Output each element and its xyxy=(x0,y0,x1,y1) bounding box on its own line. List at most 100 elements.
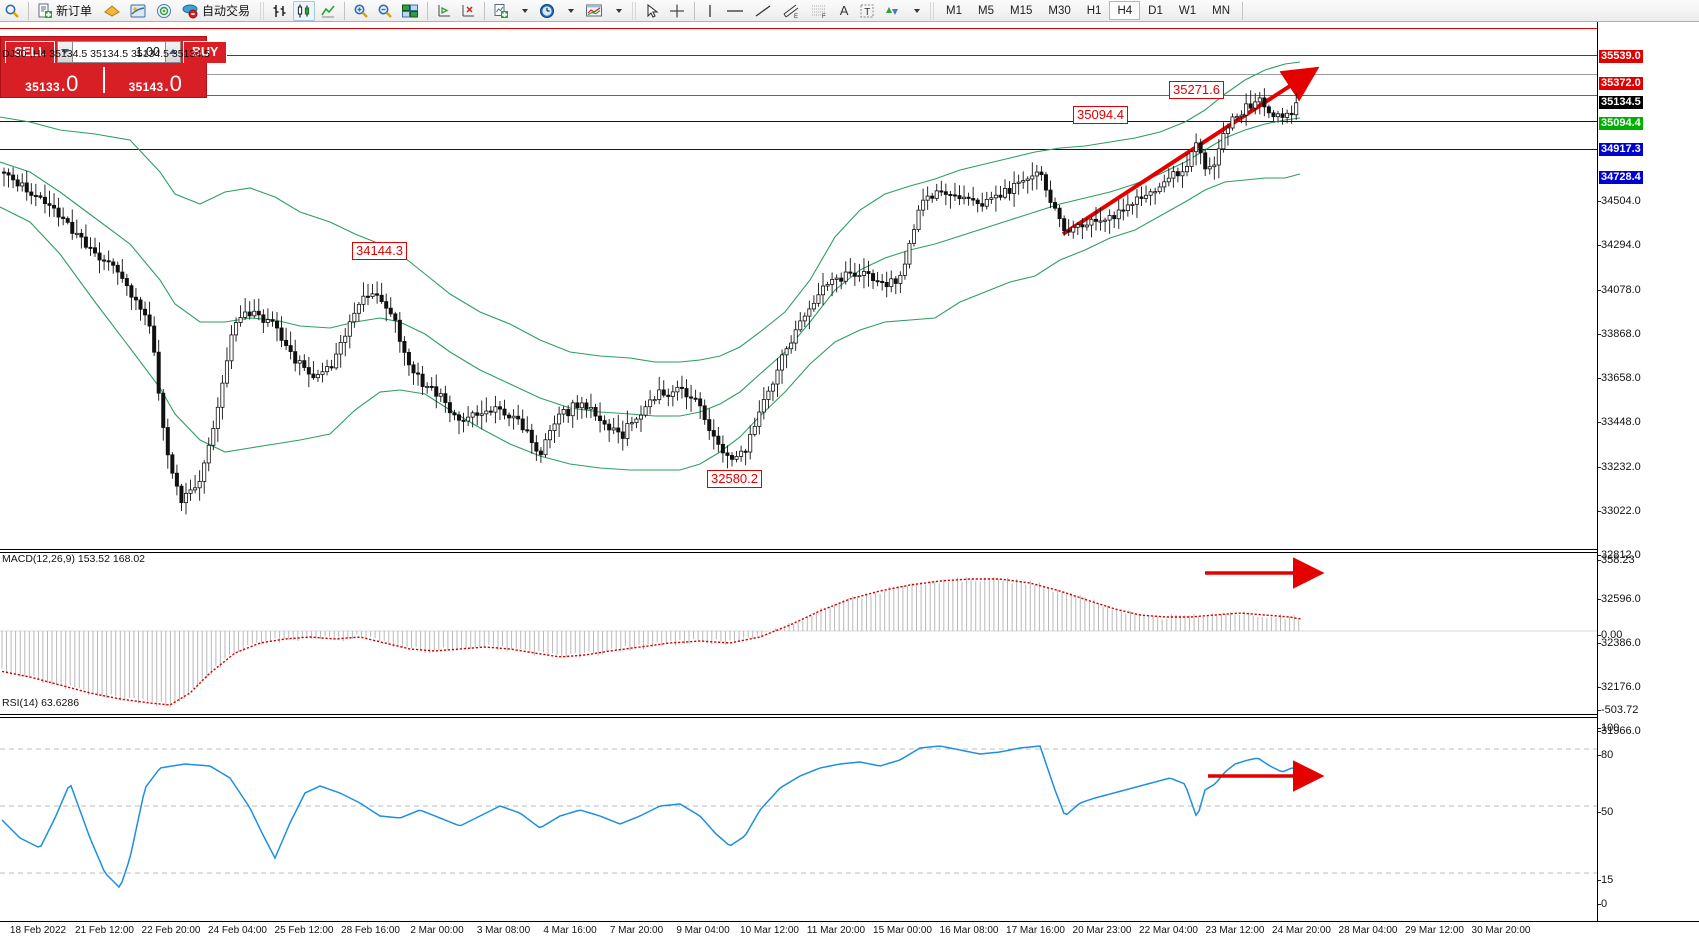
line-chart-icon[interactable] xyxy=(317,1,339,21)
scale-tick-31966-0: 31966.0 xyxy=(1601,725,1641,737)
period-clock-icon[interactable] xyxy=(536,1,558,21)
timeframe-m5[interactable]: M5 xyxy=(978,4,994,17)
price-scale[interactable]: 35539.0 35372.0 35134.5 35094.4 34917.3 34728… xyxy=(1597,22,1699,921)
vertical-line-icon[interactable] xyxy=(700,1,720,21)
zoom-out-icon[interactable] xyxy=(374,1,396,21)
templates-dropdown-caret[interactable] xyxy=(608,1,628,21)
scale-tick-33868-0: 33868.0 xyxy=(1601,328,1641,340)
timeframe-d1[interactable]: D1 xyxy=(1148,4,1163,17)
cursor-icon[interactable] xyxy=(641,1,663,21)
crosshair-icon[interactable] xyxy=(665,1,689,21)
chart-area[interactable]: DJ30-,H4 35134.5 35134.5 35134.5 35134.5 xyxy=(0,22,1699,939)
date-label: 9 Mar 04:00 xyxy=(676,925,730,936)
timeframe-h4[interactable]: H4 xyxy=(1109,1,1141,20)
trade-panel-top: SELL 1.00 BUY xyxy=(1,37,228,63)
candlestick-chart-icon[interactable] xyxy=(293,0,316,21)
timeframe-h1[interactable]: H1 xyxy=(1086,4,1102,17)
timeframe-m30[interactable]: M30 xyxy=(1048,4,1071,17)
scale-tickmark xyxy=(1598,687,1601,688)
pane-separator-2b xyxy=(0,717,1597,718)
main-toolbar: 新订单 自动交易 xyxy=(0,0,1699,22)
date-label: 30 Mar 20:00 xyxy=(1471,925,1531,936)
price-pane[interactable]: 34144.3 32580.2 35094.4 35271.6 xyxy=(0,22,1597,549)
rsi-tickmark xyxy=(1598,812,1601,813)
timeframe-m15[interactable]: M15 xyxy=(1010,4,1033,17)
scale-tickmark xyxy=(1598,467,1601,468)
search-icon[interactable] xyxy=(1,1,23,21)
date-label: 25 Feb 12:00 xyxy=(274,925,334,936)
sell-price[interactable]: 35133 .0 xyxy=(1,63,103,97)
volume-input[interactable]: 1.00 xyxy=(72,40,165,63)
svg-text:E: E xyxy=(794,14,798,19)
zoom-in-icon[interactable] xyxy=(350,1,372,21)
rsi-tickmark xyxy=(1598,728,1601,729)
tag-35134: 35134.5 xyxy=(1599,96,1643,109)
pane-separator-1 xyxy=(0,549,1597,550)
fibonacci-icon[interactable]: F xyxy=(806,1,832,21)
price-chart-svg xyxy=(0,61,1320,471)
templates-icon[interactable] xyxy=(582,1,606,21)
indicator-dropdown-caret[interactable] xyxy=(514,1,534,21)
arrows-dropdown-caret[interactable] xyxy=(906,1,926,21)
new-order-button[interactable]: 新订单 xyxy=(34,1,98,21)
rsi-tickmark xyxy=(1598,904,1601,905)
equidistant-channel-icon[interactable]: E xyxy=(778,1,804,21)
signals-icon[interactable] xyxy=(152,1,176,21)
annot-34144: 34144.3 xyxy=(352,242,407,260)
date-label: 22 Mar 04:00 xyxy=(1139,925,1198,936)
volume-decrease-button[interactable] xyxy=(56,40,73,63)
timeframe-m1[interactable]: M1 xyxy=(946,4,963,17)
toolbar-divider-5 xyxy=(694,1,696,20)
auto-trading-button[interactable]: 自动交易 xyxy=(178,1,256,21)
tile-windows-icon[interactable] xyxy=(398,1,422,21)
trade-panel-prices: 35133 .0 35143 .0 xyxy=(1,63,206,97)
macd-pane[interactable]: MACD(12,26,9) 153.52 168.02 xyxy=(0,553,1597,714)
horizontal-line-icon[interactable] xyxy=(722,1,748,21)
add-indicator-icon[interactable] xyxy=(490,1,512,21)
candlestick-series xyxy=(2,88,1299,515)
svg-text:T: T xyxy=(864,7,870,18)
date-label: 3 Mar 08:00 xyxy=(476,925,531,936)
level-line-35094 xyxy=(0,95,1597,96)
timeframe-mn[interactable]: MN xyxy=(1212,4,1230,17)
bar-chart-icon[interactable] xyxy=(269,1,291,21)
one-click-trade-panel[interactable]: SELL 1.00 BUY 35133 .0 35143 .0 xyxy=(0,36,228,98)
expert-advisor-icon[interactable] xyxy=(100,1,124,21)
arrows-icon[interactable] xyxy=(880,1,904,21)
scale-tick-34504-0: 34504.0 xyxy=(1601,195,1641,207)
scale-tick-32812-0: 32812.0 xyxy=(1601,549,1641,561)
sell-button[interactable]: SELL xyxy=(5,40,55,63)
date-label: 7 Mar 20:00 xyxy=(609,925,664,936)
shift-chart-icon[interactable] xyxy=(433,1,455,21)
timeframe-w1[interactable]: W1 xyxy=(1178,4,1197,17)
toolbar-divider-4 xyxy=(484,1,486,20)
rsi-scale-tick-80: 80 xyxy=(1601,749,1614,761)
toolbar-divider-2 xyxy=(344,1,346,20)
date-label: 11 Mar 20:00 xyxy=(806,925,866,936)
buy-price[interactable]: 35143 .0 xyxy=(105,63,207,97)
toolbar-grip-2[interactable] xyxy=(632,1,638,20)
scale-tickmark xyxy=(1598,378,1601,379)
toolbar-divider-6 xyxy=(1242,1,1243,20)
period-dropdown-caret[interactable] xyxy=(560,1,580,21)
scale-tick-32386-0: 32386.0 xyxy=(1601,637,1641,649)
rsi-pane[interactable]: RSI(14) 63.6286 xyxy=(0,697,1597,921)
market-watch-icon[interactable] xyxy=(126,1,150,21)
toolbar-grip[interactable] xyxy=(260,1,266,20)
pane-separator-2 xyxy=(0,714,1597,715)
auto-scroll-icon[interactable] xyxy=(457,1,479,21)
level-line-34917 xyxy=(0,121,1597,122)
trendline-icon[interactable] xyxy=(750,1,776,21)
toolbar-grip-3[interactable] xyxy=(930,1,936,20)
rsi-tickmark xyxy=(1598,880,1601,881)
text-box-icon[interactable]: T xyxy=(856,1,878,21)
buy-button[interactable]: BUY xyxy=(182,40,228,63)
text-label-icon[interactable]: A xyxy=(839,3,849,18)
level-line-34728 xyxy=(0,149,1597,150)
volume-increase-button[interactable] xyxy=(164,40,181,63)
rsi-tickmark xyxy=(1598,755,1601,756)
annot-32580: 32580.2 xyxy=(707,470,762,488)
volume-stepper[interactable]: 1.00 xyxy=(56,40,181,63)
macd-tickmark xyxy=(1598,635,1601,636)
date-label: 17 Mar 16:00 xyxy=(1006,925,1065,936)
